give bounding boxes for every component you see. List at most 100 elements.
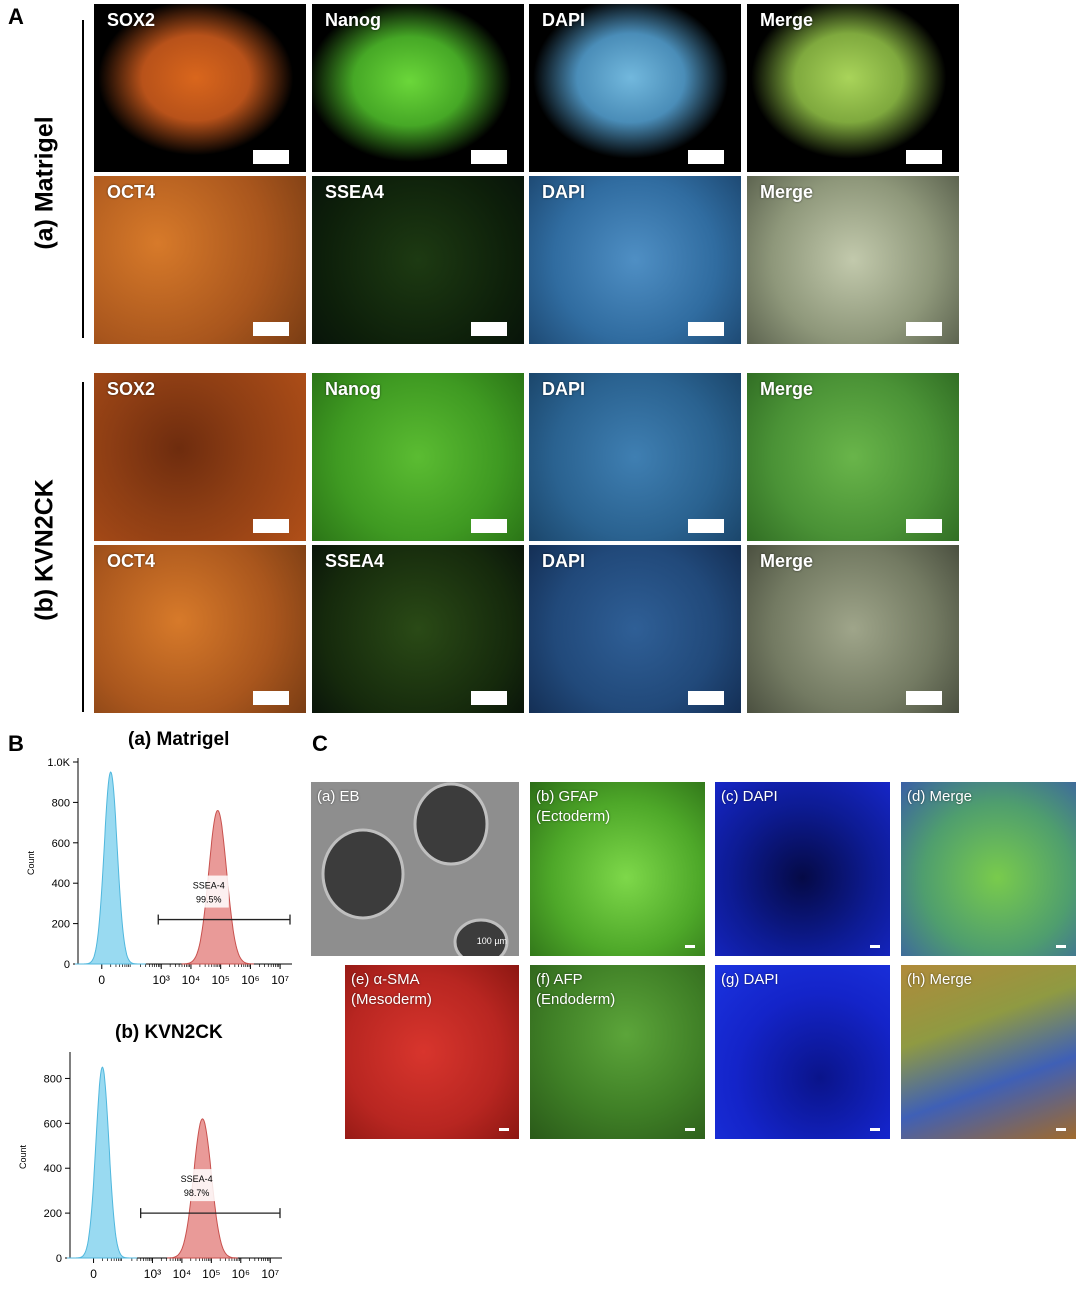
scale-bar	[471, 322, 507, 336]
gate-value: 98.7%	[184, 1188, 210, 1198]
micrograph-gfap-ectoderm: (b) GFAP (Ectoderm)	[530, 782, 705, 956]
scale-bar	[1056, 1128, 1066, 1131]
scale-bar-label: 100 µm	[476, 936, 507, 946]
histogram-title-matrigel: (a) Matrigel	[128, 729, 230, 750]
micrograph-label: Merge	[760, 10, 814, 30]
y-axis-label: Count	[26, 851, 36, 876]
gate-label: SSEA-4	[181, 1174, 213, 1184]
x-tick-label: 10⁴	[182, 973, 201, 987]
scale-bar	[1056, 945, 1066, 948]
micrograph-kvn2ck-sox2: SOX2	[94, 373, 306, 541]
gate-label-box	[176, 1169, 217, 1202]
micrograph-merge-d: (d) Merge	[901, 782, 1076, 956]
group-label-kvn2ck: (b) KVN2CK	[30, 479, 59, 621]
micrograph-matrigel-merge-2: Merge	[747, 176, 959, 344]
micrograph-kvn2ck-dapi: DAPI	[529, 373, 741, 541]
scale-bar	[685, 1128, 695, 1131]
micrograph-label: (g) DAPI	[721, 971, 779, 988]
x-tick-label: 10⁵	[202, 1267, 220, 1281]
histogram-peak	[67, 1066, 138, 1259]
micrograph-label: (d) Merge	[907, 788, 973, 805]
scale-bar	[870, 945, 880, 948]
micrograph-label: (a) EB	[317, 788, 360, 805]
micrograph-matrigel-ssea4: SSEA4	[312, 176, 524, 344]
y-tick-label: 400	[52, 878, 70, 890]
micrograph-label: SSEA4	[325, 182, 385, 202]
x-tick-label: 10⁵	[212, 973, 230, 987]
micrograph-label: SSEA4	[325, 551, 385, 571]
panel-letter-b: B	[8, 731, 24, 756]
histogram-title-kvn2ck: (b) KVN2CK	[115, 1022, 223, 1043]
micrograph-matrigel-dapi: DAPI	[529, 4, 741, 172]
scale-bar	[688, 519, 724, 533]
y-tick-label: 1.0K	[47, 757, 70, 769]
y-tick-label: 600	[52, 838, 70, 850]
gate-label-box	[188, 875, 229, 908]
micrograph-kvn2ck-nanog: Nanog	[312, 373, 524, 541]
scale-bar	[471, 691, 507, 705]
group-bracket-matrigel	[82, 20, 84, 338]
micrograph-label: (f) AFP (Endoderm)	[536, 971, 616, 1008]
micrograph-kvn2ck-oct4: OCT4	[94, 545, 306, 713]
micrograph-matrigel-oct4: OCT4	[94, 176, 306, 344]
x-tick-label: 0	[98, 973, 105, 987]
micrograph-kvn2ck-ssea4: SSEA4	[312, 545, 524, 713]
x-tick-label: 10⁶	[232, 1267, 250, 1281]
histogram-matrigel: 0 200 400 600 800 1.0K Count 0 10³ 10⁴ 10⁵ 10⁶ 10⁷ SS…	[26, 757, 292, 987]
scale-bar	[253, 322, 289, 336]
scale-bar	[471, 150, 507, 164]
micrograph-matrigel-sox2: SOX2	[94, 4, 306, 172]
histogram-kvn2ck: 0 200 400 600 800 Count 0 10³ 10⁴ 10⁵ 10⁶ 10⁷ SSEA-4…	[18, 1052, 282, 1281]
y-tick-label: 600	[44, 1118, 62, 1130]
scale-bar	[253, 150, 289, 164]
micrograph-kvn2ck-merge: Merge	[747, 373, 959, 541]
scale-bar	[688, 322, 724, 336]
micrograph-label: OCT4	[107, 551, 156, 571]
scale-bar	[685, 945, 695, 948]
micrograph-label: DAPI	[542, 551, 586, 571]
scale-bar	[471, 519, 507, 533]
embryoid-bodies	[321, 782, 509, 956]
scale-bar	[906, 519, 942, 533]
y-tick-label: 200	[52, 919, 70, 931]
gate-value: 99.5%	[196, 895, 222, 905]
x-tick-label: 10⁴	[173, 1267, 192, 1281]
micrograph-label: (c) DAPI	[721, 788, 778, 805]
y-tick-label: 800	[44, 1073, 62, 1085]
histogram-peak	[75, 771, 146, 965]
micrograph-dapi-c: (c) DAPI	[715, 782, 890, 956]
scale-bar	[499, 1128, 509, 1131]
scale-bar	[253, 519, 289, 533]
micrograph-label: DAPI	[542, 182, 586, 202]
x-tick-label: 10⁷	[271, 973, 289, 987]
micrograph-label: SOX2	[107, 10, 156, 30]
micrograph-label: Merge	[760, 379, 814, 399]
scale-bar	[906, 150, 942, 164]
x-tick-label: 10⁶	[241, 973, 259, 987]
micrograph-matrigel-merge: Merge	[747, 4, 959, 172]
micrograph-dapi-g: (g) DAPI	[715, 965, 890, 1139]
micrograph-label: SOX2	[107, 379, 156, 399]
y-tick-label: 0	[56, 1253, 62, 1265]
scale-bar	[906, 691, 942, 705]
micrograph-label: (h) Merge	[907, 971, 973, 988]
y-axis-label: Count	[18, 1145, 28, 1170]
y-tick-label: 200	[44, 1208, 62, 1220]
micrograph-kvn2ck-merge-2: Merge	[747, 545, 959, 713]
micrograph-label: Nanog	[325, 379, 381, 399]
micrograph-label: DAPI	[542, 10, 586, 30]
micrograph-matrigel-dapi-2: DAPI	[529, 176, 741, 344]
y-tick-label: 0	[64, 959, 70, 971]
x-tick-label: 10³	[153, 973, 170, 987]
micrograph-afp-endoderm: (f) AFP (Endoderm)	[530, 965, 705, 1139]
micrograph-matrigel-nanog: Nanog	[312, 4, 524, 172]
scale-bar	[906, 322, 942, 336]
x-tick-label: 0	[90, 1267, 97, 1281]
micrograph-merge-h: (h) Merge	[901, 965, 1076, 1139]
y-tick-label: 400	[44, 1163, 62, 1175]
micrograph-kvn2ck-dapi-2: DAPI	[529, 545, 741, 713]
x-tick-label: 10³	[144, 1267, 161, 1281]
scale-bar	[688, 691, 724, 705]
gate-label: SSEA-4	[193, 881, 225, 891]
micrograph-label: DAPI	[542, 379, 586, 399]
